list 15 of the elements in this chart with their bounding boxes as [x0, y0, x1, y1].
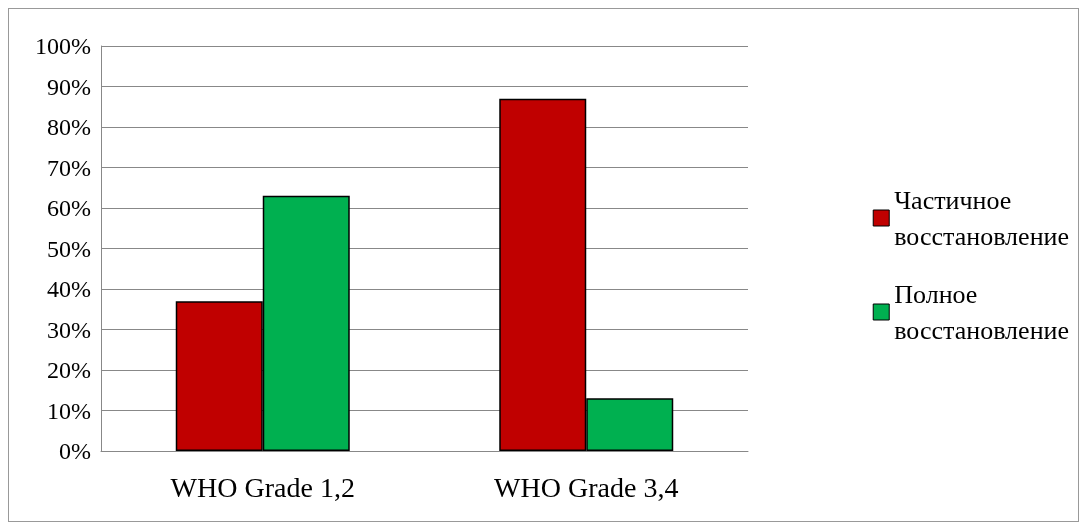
legend-label: Частичное восстановление — [894, 185, 1069, 251]
y-tick-label: 80% — [47, 114, 91, 140]
y-tick-label: 10% — [47, 397, 91, 424]
y-tick-label: 30% — [47, 316, 91, 343]
y-tick-label: 20% — [47, 357, 91, 383]
y-tick-label: 60% — [47, 195, 91, 221]
y-tick-label: 90% — [47, 73, 91, 100]
y-tick-label: 0% — [59, 438, 91, 464]
legend-label: Полное восстановление — [894, 279, 1069, 345]
x-tick-label: WHO Grade 3,4 — [494, 471, 679, 503]
y-tick-label: 100% — [35, 33, 91, 59]
y-tick-label: 40% — [47, 276, 91, 302]
x-tick-label: WHO Grade 1,2 — [170, 471, 355, 503]
y-tick-label: 70% — [47, 154, 91, 181]
y-tick-label: 50% — [47, 235, 91, 262]
